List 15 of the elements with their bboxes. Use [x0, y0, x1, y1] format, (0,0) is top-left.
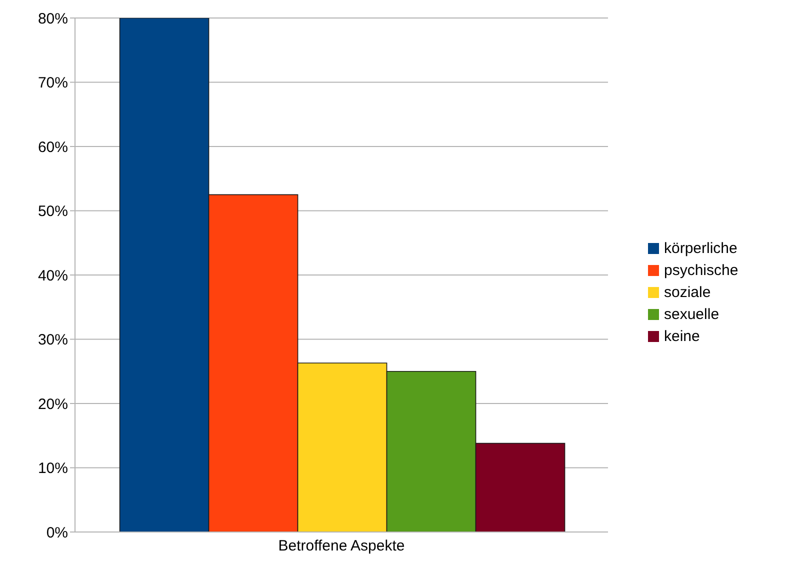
x-tick-label: Betroffene Aspekte — [278, 538, 405, 555]
y-tick-label: 40% — [38, 267, 68, 284]
y-tick-label: 70% — [38, 74, 68, 92]
legend-label: psychische — [664, 260, 738, 280]
legend-label: sexuelle — [664, 304, 720, 324]
y-tick-label: 60% — [38, 138, 68, 156]
y-tick-label: 0% — [46, 524, 68, 542]
y-tick-label: 50% — [38, 203, 68, 220]
y-tick-label: 10% — [38, 460, 68, 478]
y-tick-label: 80% — [38, 10, 68, 28]
legend-label: keine — [664, 326, 700, 346]
legend-label: soziale — [664, 282, 711, 302]
legend-label: körperliche — [664, 238, 738, 258]
y-tick-label: 20% — [38, 396, 68, 413]
y-tick-label: 30% — [38, 332, 68, 349]
